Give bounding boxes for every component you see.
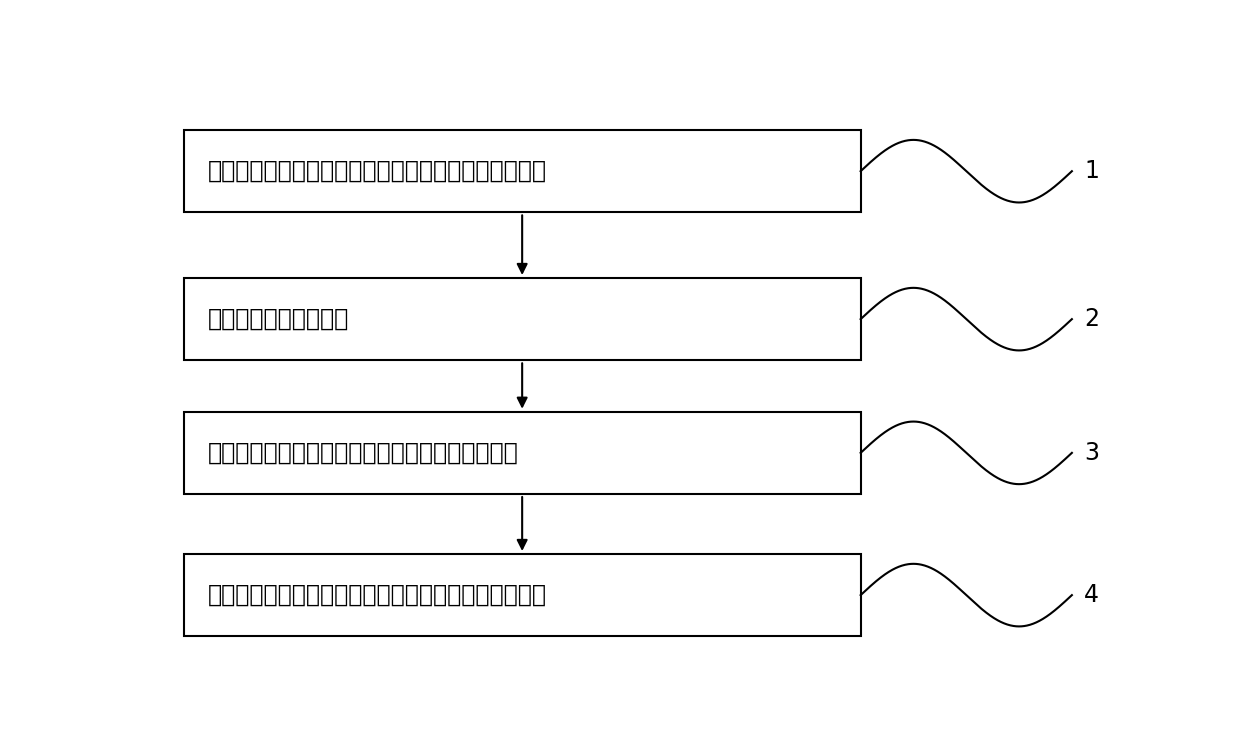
Text: 1: 1 xyxy=(1084,159,1099,183)
Text: 粗选出二次精选矿砂，然后进行四次精选，得到铷精矿: 粗选出二次精选矿砂，然后进行四次精选，得到铷精矿 xyxy=(208,583,546,607)
Bar xyxy=(183,412,861,494)
Text: 将分离出的矿砂放入搅拌机中，加入溶剂，搅拌后静置: 将分离出的矿砂放入搅拌机中，加入溶剂，搅拌后静置 xyxy=(208,159,546,183)
Bar xyxy=(183,554,861,636)
Text: 2: 2 xyxy=(1084,307,1099,331)
Text: 4: 4 xyxy=(1084,583,1099,607)
Text: 3: 3 xyxy=(1084,441,1099,465)
Bar xyxy=(183,278,861,361)
Text: 将精选矿砂放入搅拌机中，加入溶剂，搅拌后静置: 将精选矿砂放入搅拌机中，加入溶剂，搅拌后静置 xyxy=(208,441,518,465)
Bar xyxy=(183,130,861,212)
Text: 浮选出杂质和精选矿砂: 浮选出杂质和精选矿砂 xyxy=(208,307,349,331)
